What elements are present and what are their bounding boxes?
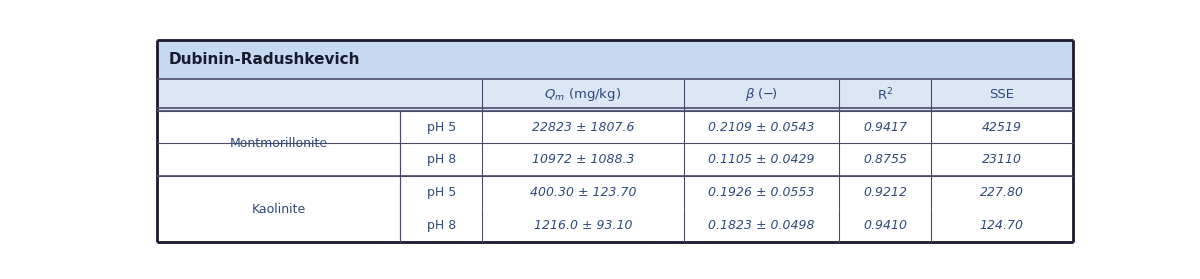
- Text: 0.9410: 0.9410: [863, 219, 907, 232]
- Bar: [157, 79, 1073, 110]
- Text: SSE: SSE: [989, 88, 1014, 102]
- Text: 1216.0 ± 93.10: 1216.0 ± 93.10: [534, 219, 632, 232]
- Text: Kaolinite: Kaolinite: [252, 203, 306, 216]
- Text: 0.1105 ± 0.0429: 0.1105 ± 0.0429: [708, 153, 815, 166]
- Text: $\mathit{Q}_m$ (mg/kg): $\mathit{Q}_m$ (mg/kg): [545, 86, 622, 104]
- Text: Montmorillonite: Montmorillonite: [229, 137, 328, 150]
- Text: 0.1926 ± 0.0553: 0.1926 ± 0.0553: [708, 186, 815, 199]
- Text: 22823 ± 1807.6: 22823 ± 1807.6: [532, 121, 635, 134]
- Text: Dubinin-Radushkevich: Dubinin-Radushkevich: [168, 52, 360, 67]
- Text: $\mathit{\beta}$ $(-\!)$: $\mathit{\beta}$ $(-\!)$: [745, 86, 778, 104]
- Text: 0.9417: 0.9417: [863, 121, 907, 134]
- Bar: [157, 209, 1073, 242]
- Bar: [157, 176, 1073, 209]
- Text: 23110: 23110: [982, 153, 1021, 166]
- Text: 10972 ± 1088.3: 10972 ± 1088.3: [532, 153, 635, 166]
- Text: 0.1823 ± 0.0498: 0.1823 ± 0.0498: [708, 219, 815, 232]
- Text: pH 8: pH 8: [426, 219, 456, 232]
- Text: 124.70: 124.70: [979, 219, 1024, 232]
- Text: 42519: 42519: [982, 121, 1021, 134]
- Text: 0.2109 ± 0.0543: 0.2109 ± 0.0543: [708, 121, 815, 134]
- Bar: [157, 110, 1073, 143]
- Bar: [157, 40, 1073, 79]
- Bar: [157, 143, 1073, 176]
- Text: 227.80: 227.80: [979, 186, 1024, 199]
- Text: pH 5: pH 5: [426, 186, 456, 199]
- Text: pH 5: pH 5: [426, 121, 456, 134]
- Text: 0.8755: 0.8755: [863, 153, 907, 166]
- Text: 400.30 ± 123.70: 400.30 ± 123.70: [529, 186, 636, 199]
- Text: pH 8: pH 8: [426, 153, 456, 166]
- Text: 0.9212: 0.9212: [863, 186, 907, 199]
- Text: R$^2$: R$^2$: [877, 87, 893, 103]
